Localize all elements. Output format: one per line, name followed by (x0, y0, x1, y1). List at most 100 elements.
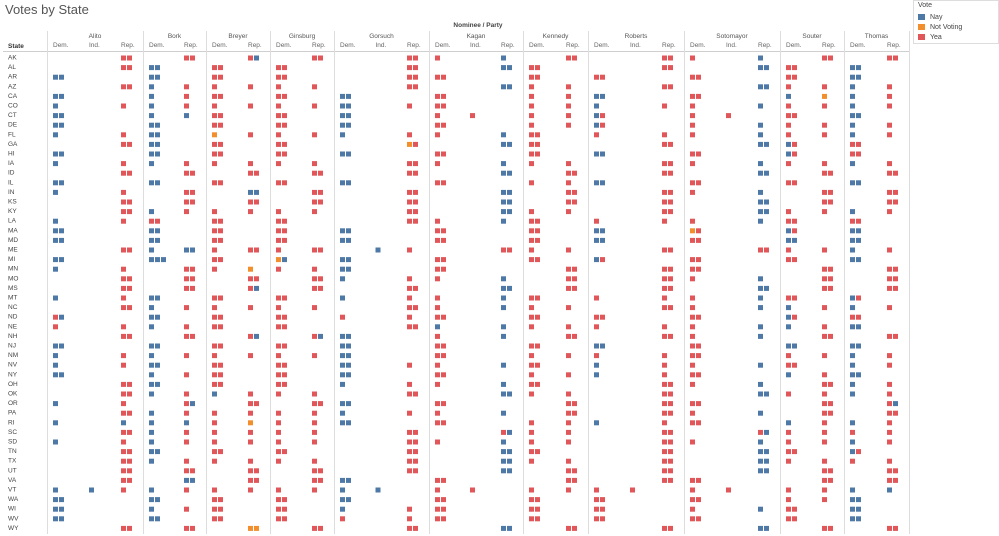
vote-mark (127, 458, 132, 464)
vote-mark (566, 391, 571, 397)
vote-mark (413, 218, 418, 224)
vote-mark (792, 506, 797, 512)
vote-mark (218, 295, 223, 301)
vote-mark (850, 247, 855, 253)
vote-mark (572, 285, 577, 291)
vote-mark (435, 516, 440, 522)
vote-mark (594, 228, 599, 234)
vote-mark (572, 468, 577, 474)
state-label: LA (8, 218, 17, 225)
vote-mark (566, 276, 571, 282)
vote-mark (600, 74, 605, 80)
vote-mark (758, 410, 763, 416)
vote-mark (212, 381, 217, 387)
vote-mark (566, 333, 571, 339)
vote-mark (696, 343, 701, 349)
vote-mark (312, 439, 317, 445)
vote-mark (572, 199, 577, 205)
vote-mark (893, 477, 898, 483)
vote-mark (161, 257, 166, 263)
vote-mark (276, 65, 281, 71)
vote-mark (127, 391, 132, 397)
vote-mark (856, 218, 861, 224)
vote-mark (212, 343, 217, 349)
vote-mark (248, 525, 253, 531)
vote-mark (662, 84, 667, 90)
vote-mark (758, 199, 763, 205)
vote-mark (507, 84, 512, 90)
vote-mark (690, 161, 695, 167)
vote-mark (850, 439, 855, 445)
nominee-label: Alito (89, 33, 102, 40)
vote-mark (318, 276, 323, 282)
legend-item-not-voting[interactable]: Not Voting (918, 24, 962, 32)
vote-mark (566, 209, 571, 215)
vote-mark (407, 132, 412, 138)
vote-mark (690, 343, 695, 349)
vote-mark (184, 266, 189, 272)
vote-mark (184, 209, 189, 215)
vote-mark (441, 180, 446, 186)
row-header: State (8, 43, 24, 50)
vote-mark (758, 170, 763, 176)
vote-mark (413, 429, 418, 435)
vote-mark (535, 343, 540, 349)
vote-mark (501, 170, 506, 176)
vote-mark (218, 141, 223, 147)
vote-mark (276, 113, 281, 119)
vote-mark (529, 295, 534, 301)
vote-mark (850, 65, 855, 71)
vote-mark (887, 266, 892, 272)
vote-mark (594, 113, 599, 119)
vote-mark (786, 391, 791, 397)
vote-mark (600, 122, 605, 128)
vote-mark (822, 410, 827, 416)
vote-legend[interactable]: Vote Nay Not Voting Yea (913, 0, 999, 44)
vote-mark (276, 305, 281, 311)
vote-mark (121, 362, 126, 368)
vote-mark (529, 161, 534, 167)
vote-mark (149, 103, 154, 109)
vote-mark (828, 55, 833, 61)
vote-mark (155, 237, 160, 243)
vote-mark (155, 151, 160, 157)
vote-mark (850, 516, 855, 522)
vote-mark (822, 189, 827, 195)
vote-mark (822, 420, 827, 426)
vote-mark (786, 93, 791, 99)
vote-mark (149, 161, 154, 167)
vote-mark (529, 429, 534, 435)
vote-mark (668, 247, 673, 253)
vote-mark (248, 266, 253, 272)
vote-mark (340, 266, 345, 272)
vote-mark (59, 237, 64, 243)
vote-mark (822, 199, 827, 205)
vote-mark (828, 401, 833, 407)
vote-mark (53, 257, 58, 263)
legend-item-nay[interactable]: Nay (918, 14, 942, 22)
vote-mark (893, 525, 898, 531)
vote-mark (276, 343, 281, 349)
vote-mark (435, 237, 440, 243)
vote-mark (149, 218, 154, 224)
vote-mark (121, 353, 126, 359)
vote-mark (441, 314, 446, 320)
vote-mark (529, 305, 534, 311)
vote-mark (435, 506, 440, 512)
legend-item-yea[interactable]: Yea (918, 34, 942, 42)
vote-mark (248, 391, 253, 397)
vote-mark (53, 180, 58, 186)
vote-mark (407, 458, 412, 464)
vote-mark (893, 401, 898, 407)
state-label: IA (8, 160, 15, 167)
vote-mark (600, 237, 605, 243)
vote-mark (822, 103, 827, 109)
vote-mark (758, 449, 763, 455)
vote-mark (121, 218, 126, 224)
vote-mark (190, 55, 195, 61)
vote-mark (184, 353, 189, 359)
vote-mark (893, 170, 898, 176)
vote-mark (764, 170, 769, 176)
vote-mark (696, 516, 701, 522)
vote-mark (594, 362, 599, 368)
